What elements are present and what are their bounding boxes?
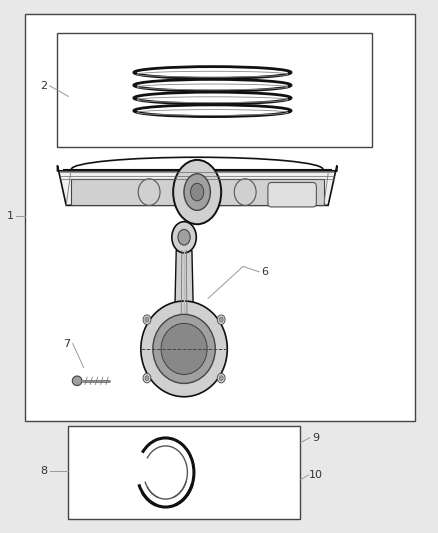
Ellipse shape: [143, 373, 151, 383]
Ellipse shape: [145, 317, 149, 322]
Ellipse shape: [141, 301, 227, 397]
Text: 1: 1: [7, 211, 14, 221]
Text: 10: 10: [309, 470, 323, 480]
Bar: [68, 426, 300, 519]
Ellipse shape: [153, 314, 215, 383]
Ellipse shape: [178, 229, 190, 245]
Text: 3: 3: [309, 187, 316, 197]
Ellipse shape: [219, 376, 223, 381]
Ellipse shape: [172, 222, 196, 253]
Polygon shape: [57, 165, 337, 205]
Bar: [71, 179, 324, 205]
Ellipse shape: [184, 174, 210, 211]
Text: 5: 5: [322, 189, 329, 199]
Bar: [57, 33, 372, 147]
Text: 7: 7: [64, 338, 71, 349]
Ellipse shape: [173, 160, 221, 224]
FancyBboxPatch shape: [268, 182, 316, 207]
Polygon shape: [174, 251, 194, 328]
Ellipse shape: [143, 315, 151, 325]
Ellipse shape: [161, 324, 207, 374]
Ellipse shape: [217, 315, 225, 325]
Ellipse shape: [72, 376, 82, 385]
Ellipse shape: [145, 376, 149, 381]
Text: 6: 6: [261, 267, 268, 277]
Text: 8: 8: [40, 466, 47, 476]
Ellipse shape: [219, 317, 223, 322]
Ellipse shape: [217, 373, 225, 383]
Bar: [25, 14, 416, 421]
Text: 9: 9: [312, 433, 319, 443]
Ellipse shape: [234, 179, 256, 205]
Text: 4: 4: [78, 190, 85, 200]
Ellipse shape: [138, 179, 160, 205]
Text: 2: 2: [40, 81, 47, 91]
Ellipse shape: [191, 183, 204, 201]
